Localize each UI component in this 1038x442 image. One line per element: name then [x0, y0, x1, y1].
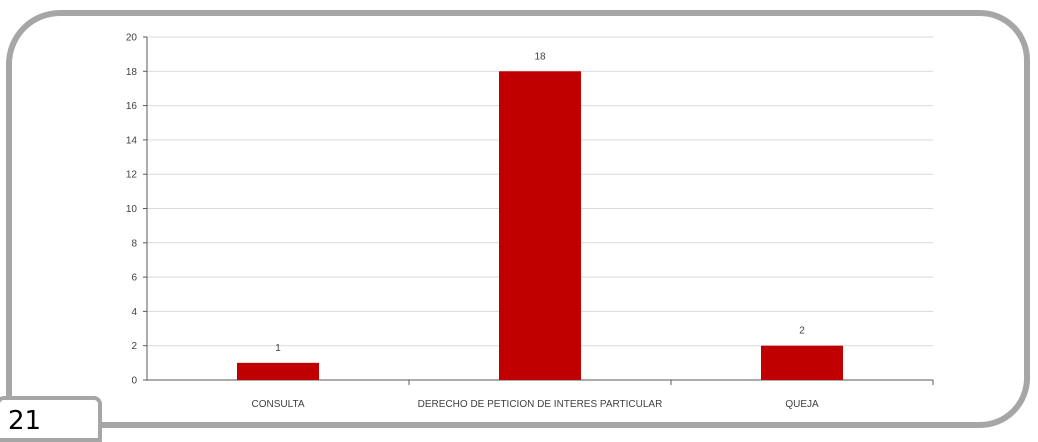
y-tick-label: 14 [126, 135, 138, 146]
bar [237, 362, 319, 380]
data-label: 2 [799, 326, 805, 337]
y-tick-label: 16 [126, 101, 138, 112]
x-category-label: DERECHO DE PETICION DE INTERES PARTICULA… [418, 399, 663, 410]
y-tick-label: 6 [131, 273, 137, 284]
page-number: 21 [8, 406, 42, 436]
x-category-label: QUEJA [785, 399, 819, 410]
y-tick-label: 20 [126, 33, 138, 44]
y-tick-label: 8 [131, 238, 137, 249]
y-tick-label: 2 [131, 341, 137, 352]
y-tick-label: 18 [126, 67, 138, 78]
y-tick-label: 12 [126, 170, 138, 181]
x-category-label: CONSULTA [252, 399, 305, 410]
y-tick-label: 4 [131, 307, 137, 318]
y-tick-label: 10 [126, 204, 138, 215]
data-label: 18 [534, 51, 546, 62]
page-number-tab: 21 [0, 396, 102, 442]
bar [499, 71, 581, 381]
data-label: 1 [275, 343, 281, 354]
y-tick-label: 0 [131, 376, 137, 387]
bar [761, 345, 843, 380]
